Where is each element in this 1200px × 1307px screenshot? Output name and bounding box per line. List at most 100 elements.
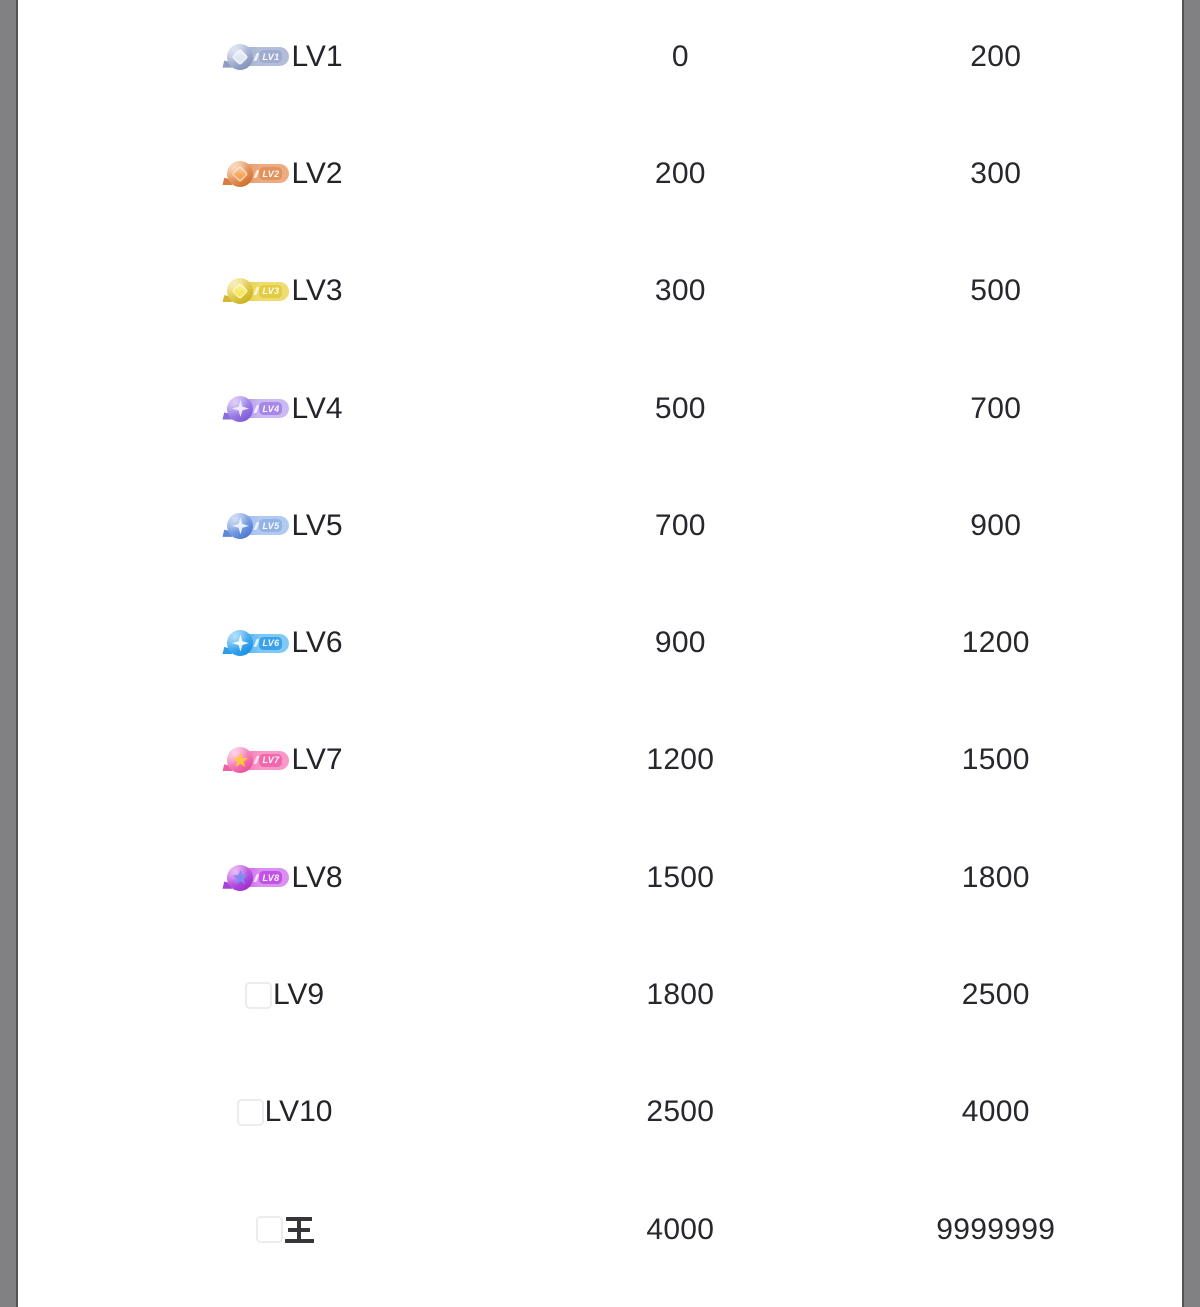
- badge-gem-icon: [231, 634, 249, 652]
- range-end-value: 200: [970, 39, 1022, 73]
- range-start-value: 1800: [646, 978, 715, 1012]
- badge-ribbon-tail: [222, 881, 233, 889]
- level-cell: LV6 LV6: [18, 628, 551, 658]
- level-cell: LV4 LV4: [18, 391, 551, 425]
- level-cell: LV9: [18, 980, 551, 1010]
- badge-ribbon-tail: [222, 295, 233, 303]
- range-start-cell: 1500: [551, 861, 809, 895]
- range-start-cell: 900: [551, 626, 809, 660]
- table-row: LV10 2500 4000: [18, 1054, 1182, 1171]
- badge-ribbon-tail: [222, 764, 233, 772]
- level-badge-icon: LV3: [222, 277, 290, 305]
- level-label: LV2: [291, 156, 343, 190]
- missing-image-placeholder-icon: [236, 1098, 264, 1126]
- range-end-cell: 2500: [810, 978, 1182, 1012]
- range-start-value: 300: [654, 274, 706, 308]
- missing-image-placeholder-icon: [244, 981, 272, 1009]
- badge-level-tag: LV7: [259, 753, 283, 767]
- range-end-value: 1200: [961, 626, 1030, 660]
- range-end-cell: 1200: [810, 626, 1182, 660]
- badge-gem-icon: [231, 48, 249, 66]
- range-start-cell: 1200: [551, 743, 809, 777]
- badge-ribbon-tail: [222, 177, 233, 185]
- level-badge-icon: LV1: [222, 43, 290, 71]
- range-end-value: 1500: [961, 743, 1030, 777]
- range-start-cell: 1800: [551, 978, 809, 1012]
- table-row: LV6 LV6 900 1200: [18, 584, 1182, 701]
- range-start-cell: 300: [551, 274, 809, 308]
- level-label: LV1: [291, 39, 343, 73]
- table-row: LV7 LV7 1200 1500: [18, 702, 1182, 819]
- range-start-cell: 2500: [551, 1095, 809, 1129]
- range-start-cell: 700: [551, 509, 809, 543]
- level-label: LV5: [291, 508, 343, 542]
- badge-emblem-circle: [227, 43, 254, 70]
- level-badge-icon: LV5: [222, 512, 290, 540]
- range-end-cell: 700: [810, 392, 1182, 426]
- level-label: LV9: [272, 978, 325, 1012]
- level-cell: LV8 LV8: [18, 860, 551, 894]
- range-start-value: 1200: [646, 743, 715, 777]
- badge-gem-icon: [231, 282, 249, 300]
- range-start-cell: 0: [551, 40, 809, 74]
- level-badge-icon: LV7: [222, 746, 290, 774]
- content-area: LV1 LV1 0 200 LV2: [18, 0, 1182, 1307]
- level-cell: LV3 LV3: [18, 276, 551, 306]
- table-row: LV2 LV2 200 300: [18, 115, 1182, 232]
- range-end-value: 700: [970, 391, 1022, 425]
- level-cell: LV5 LV5: [18, 508, 551, 542]
- badge-emblem-circle: [227, 278, 254, 305]
- badge-level-tag: LV8: [259, 871, 283, 885]
- table-row: LV9 1800 2500: [18, 936, 1182, 1053]
- badge-ribbon-tail: [222, 529, 233, 537]
- range-end-cell: 1500: [810, 743, 1182, 777]
- range-end-value: 9999999: [936, 1212, 1056, 1246]
- level-label: LV10: [264, 1095, 333, 1129]
- badge-ribbon-tail: [222, 60, 233, 68]
- range-start-value: 700: [654, 508, 706, 542]
- range-start-value: 200: [654, 156, 706, 190]
- badge-emblem-circle: [227, 160, 254, 187]
- badge-emblem-circle: [227, 395, 254, 422]
- range-end-cell: 300: [810, 157, 1182, 191]
- badge-level-tag: LV4: [259, 402, 283, 416]
- level-label: LV6: [291, 626, 343, 660]
- table-row: 4000 9999999: [18, 1171, 1182, 1288]
- range-start-value: 900: [654, 626, 706, 660]
- badge-level-tag: LV1: [259, 50, 283, 64]
- table-row: LV8 LV8 1500 1800: [18, 819, 1182, 936]
- range-start-value: 2500: [646, 1095, 715, 1129]
- range-end-cell: 900: [810, 509, 1182, 543]
- level-cell: LV1 LV1: [18, 39, 551, 73]
- badge-gem-icon: [231, 165, 249, 183]
- badge-emblem-circle: [227, 747, 254, 774]
- level-cell: LV7 LV7: [18, 745, 551, 775]
- badge-gem-icon: [232, 869, 249, 885]
- table-row: LV4 LV4 500 700: [18, 350, 1182, 467]
- badge-emblem-circle: [227, 864, 254, 891]
- level-badge-icon: LV4: [222, 395, 290, 423]
- level-cell: LV2 LV2: [18, 156, 551, 190]
- badge-emblem-circle: [227, 512, 254, 539]
- range-end-value: 1800: [961, 860, 1030, 894]
- viewport-gutter-left: [0, 0, 18, 1307]
- level-label: LV4: [291, 391, 343, 425]
- range-end-cell: 200: [810, 40, 1182, 74]
- level-badge-icon: LV8: [222, 864, 290, 892]
- range-end-cell: 4000: [810, 1095, 1182, 1129]
- badge-emblem-circle: [227, 630, 254, 657]
- range-end-value: 2500: [961, 978, 1030, 1012]
- badge-level-tag: LV5: [259, 519, 283, 533]
- level-badge-icon: LV2: [222, 160, 290, 188]
- level-label: LV8: [291, 860, 343, 894]
- range-end-cell: 9999999: [810, 1213, 1182, 1247]
- level-badge-icon: LV6: [222, 629, 290, 657]
- range-start-cell: 200: [551, 157, 809, 191]
- range-start-cell: 500: [551, 392, 809, 426]
- king-character-stroke: [297, 1217, 302, 1244]
- range-start-value: 4000: [646, 1212, 715, 1246]
- range-end-value: 300: [970, 156, 1022, 190]
- badge-level-tag: LV3: [259, 284, 283, 298]
- missing-image-placeholder-icon: [255, 1216, 283, 1244]
- level-label: LV7: [291, 743, 343, 777]
